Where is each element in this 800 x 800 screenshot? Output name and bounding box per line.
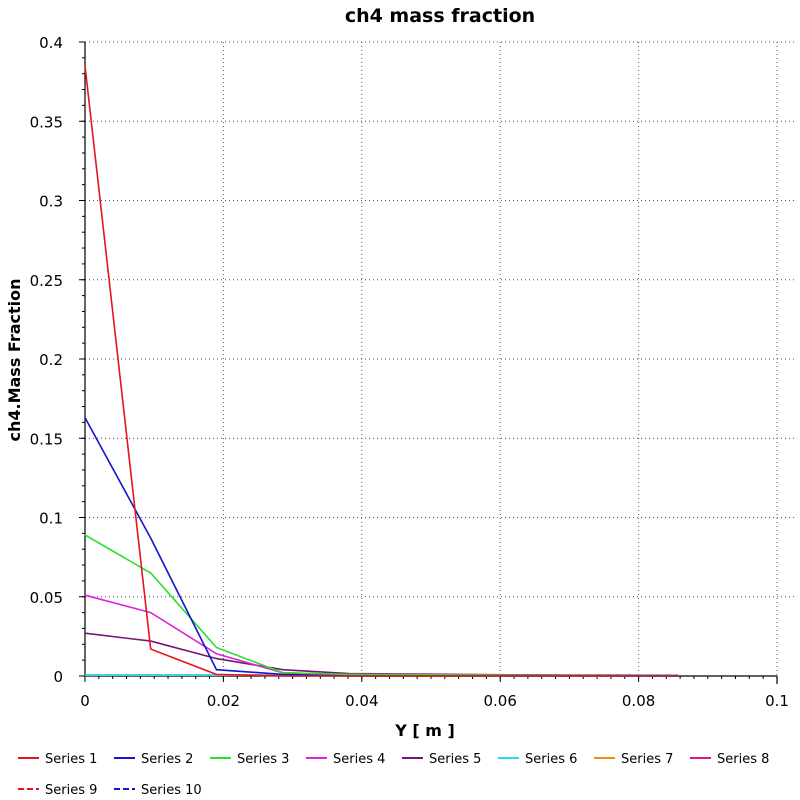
x-axis-label: Y [ m ] bbox=[394, 721, 455, 740]
series-line-series-5 bbox=[84, 632, 679, 677]
legend-label: Series 4 bbox=[333, 752, 385, 767]
y-tick-label: 0.1 bbox=[39, 510, 63, 528]
legend-label: Series 10 bbox=[141, 783, 202, 798]
y-tick-label: 0.35 bbox=[30, 113, 63, 131]
legend-label: Series 8 bbox=[717, 752, 769, 767]
legend-label: Series 3 bbox=[237, 752, 289, 767]
axes: 0 0.02 0.04 0.06 0.08 0.1 0 0.05 0.1 0.15 0.2 0.25 0… bbox=[30, 34, 789, 710]
legend-label: Series 7 bbox=[621, 752, 673, 767]
chart-title: ch4 mass fraction bbox=[345, 5, 535, 27]
x-tick-label: 0.02 bbox=[207, 692, 240, 710]
series-lines bbox=[84, 65, 679, 677]
x-tick-label: 0 bbox=[80, 692, 90, 710]
legend-label: Series 1 bbox=[45, 752, 97, 767]
legend-label: Series 2 bbox=[141, 752, 193, 767]
y-tick-label: 0.3 bbox=[39, 193, 63, 211]
y-tick-label: 0.15 bbox=[30, 430, 63, 448]
series-line-series-2 bbox=[84, 417, 678, 677]
legend-label: Series 5 bbox=[429, 752, 481, 767]
y-tick-label: 0 bbox=[53, 668, 63, 686]
y-tick-label: 0.25 bbox=[30, 272, 63, 290]
x-tick-label: 0.08 bbox=[622, 692, 655, 710]
legend: Series 1 Series 2 Series 3 Series 4 Series 5… bbox=[18, 752, 769, 798]
legend-label: Series 6 bbox=[525, 752, 577, 767]
y-tick-label: 0.05 bbox=[30, 589, 63, 607]
x-tick-label: 0.04 bbox=[345, 692, 378, 710]
grid bbox=[85, 41, 797, 676]
series-line-series-4 bbox=[84, 594, 679, 677]
x-tick-label: 0.06 bbox=[483, 692, 516, 710]
series-line-series-1 bbox=[84, 65, 678, 677]
series-line-series-3 bbox=[84, 534, 679, 677]
x-tick-label: 0.1 bbox=[765, 692, 789, 710]
y-axis-label: ch4.Mass Fraction bbox=[5, 278, 24, 441]
y-tick-label: 0.2 bbox=[39, 351, 63, 369]
legend-label: Series 9 bbox=[45, 783, 97, 798]
y-tick-label: 0.4 bbox=[39, 34, 63, 52]
